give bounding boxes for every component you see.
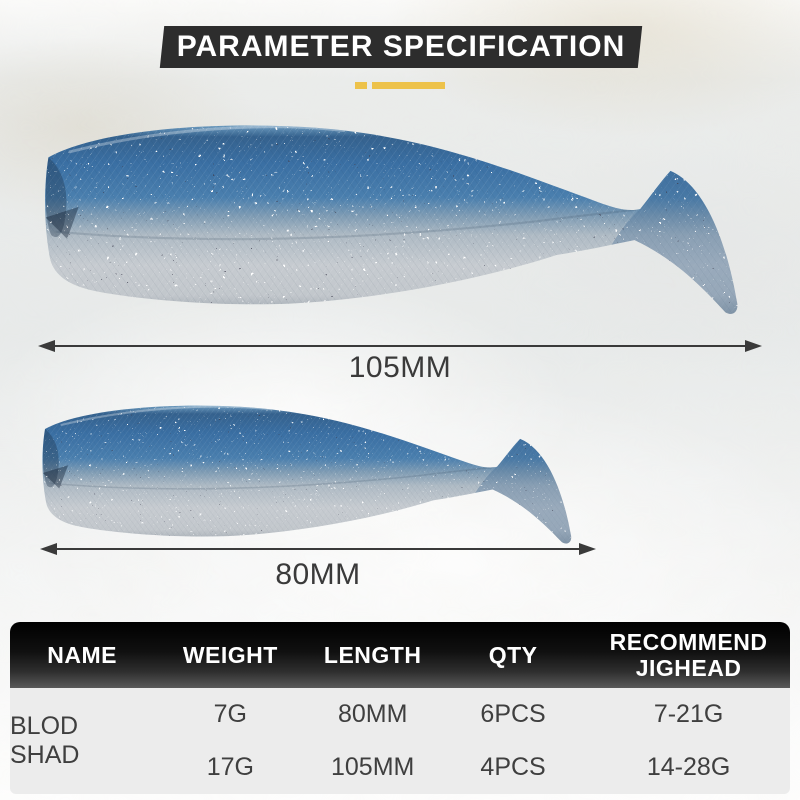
header-name: NAME: [47, 641, 118, 668]
spec-table: NAME WEIGHT LENGTH QTY RECOMMEND JIGHEAD…: [10, 622, 790, 794]
length-value-row2: 105MM: [331, 753, 415, 781]
accent-underline-bar: [372, 82, 445, 89]
weight-value-row1: 7G: [213, 700, 248, 728]
arrowhead-right-icon: [745, 340, 762, 352]
header-qty: QTY: [488, 641, 538, 668]
jighead-cell: 7-21G 14-28G: [587, 688, 790, 794]
title-banner: PARAMETER SPECIFICATION: [159, 26, 643, 68]
weight-value-row2: 17G: [206, 753, 254, 781]
arrowhead-right-icon: [579, 543, 596, 555]
qty-cell: 6PCS 4PCS: [439, 688, 587, 794]
length-value-row1: 80MM: [337, 700, 408, 728]
spec-table-header: NAME WEIGHT LENGTH QTY RECOMMEND JIGHEAD: [10, 622, 790, 688]
lure-photo-large: [34, 115, 762, 320]
qty-value-row2: 4PCS: [480, 753, 546, 781]
weight-cell: 7G 17G: [154, 688, 306, 794]
dimension-label-small: 80MM: [275, 558, 361, 591]
header-length: LENGTH: [323, 641, 422, 668]
spec-table-body: BLOD SHAD 7G 17G 80MM 105MM 6PCS 4PCS 7-…: [10, 688, 790, 794]
qty-value-row1: 6PCS: [480, 700, 546, 728]
product-name-cell: BLOD SHAD: [10, 688, 154, 794]
product-name: BLOD SHAD: [10, 712, 80, 769]
jighead-value-row2: 14-28G: [646, 753, 731, 781]
accent-underline-square: [355, 82, 367, 89]
page-title: PARAMETER SPECIFICATION: [176, 30, 626, 63]
dimension-arrow-80mm: [40, 543, 596, 555]
lure-photo-small: [34, 398, 590, 548]
header-jighead: RECOMMEND JIGHEAD: [609, 628, 768, 681]
arrowhead-left-icon: [40, 543, 57, 555]
header-weight: WEIGHT: [182, 641, 278, 668]
jighead-value-row1: 7-21G: [653, 700, 724, 728]
length-cell: 80MM 105MM: [306, 688, 439, 794]
arrowhead-left-icon: [38, 340, 55, 352]
dimension-label-large: 105MM: [348, 351, 452, 384]
